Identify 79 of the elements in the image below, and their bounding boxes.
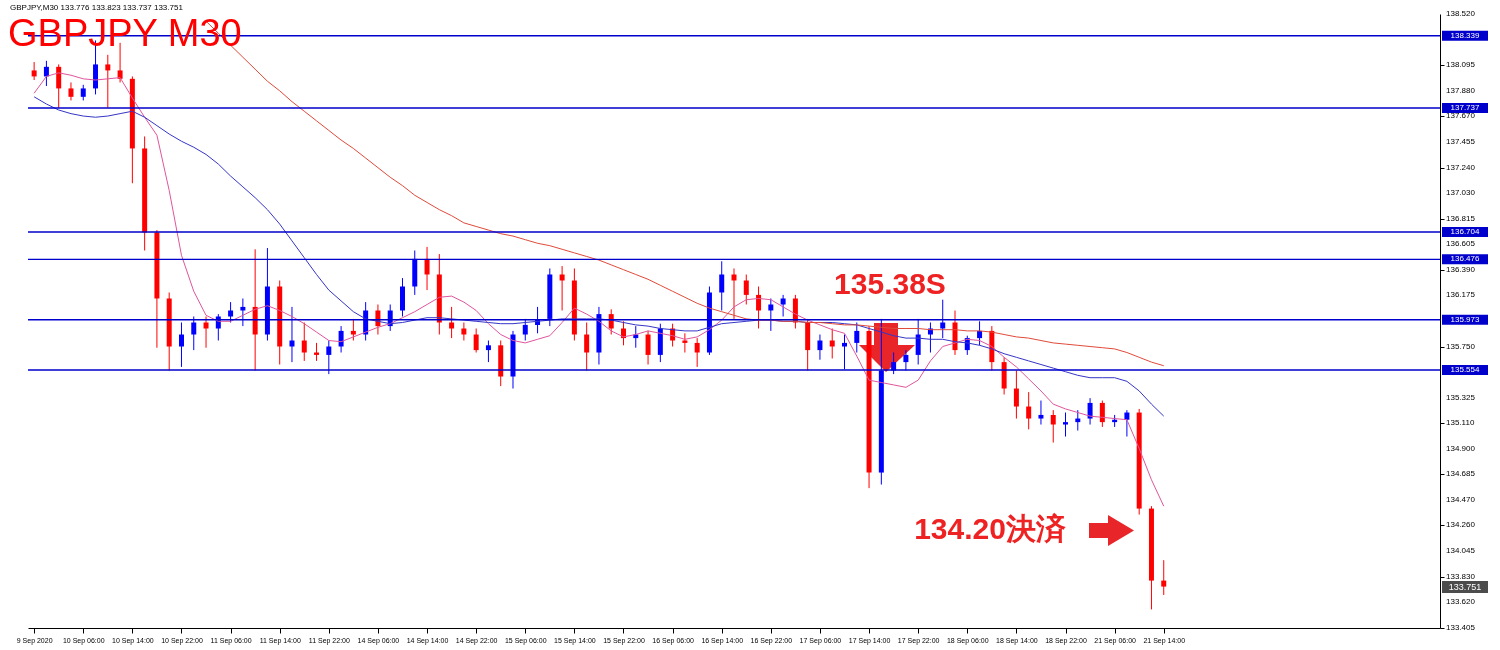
y-tick-label: 134.045 (1446, 546, 1476, 556)
candlestick (829, 328, 835, 360)
candlestick (559, 265, 565, 311)
candlestick (301, 322, 307, 362)
candlestick (350, 318, 356, 342)
annotation: 134.20決済 (914, 512, 1066, 545)
y-tick-label: 134.685 (1446, 469, 1476, 479)
candlestick (522, 318, 528, 342)
candlestick (1087, 397, 1093, 426)
y-tick-label: 136.175 (1446, 290, 1476, 300)
candlestick (1026, 391, 1032, 430)
ref-line-label: 138.339 (1450, 30, 1481, 40)
y-tick-label: 137.670 (1446, 111, 1476, 121)
y-tick-label: 138.095 (1446, 60, 1476, 70)
candlestick (1050, 409, 1056, 444)
y-tick-label: 136.815 (1446, 213, 1476, 223)
ref-line-label: 136.704 (1450, 226, 1481, 236)
y-tick-label: 134.260 (1446, 520, 1476, 530)
candlestick (743, 273, 749, 305)
candlestick (842, 334, 847, 370)
candlestick (1099, 400, 1105, 428)
candlestick (326, 340, 332, 375)
candlestick (338, 325, 344, 354)
ref-line-label: 137.737 (1450, 102, 1481, 112)
y-tick-label: 135.325 (1446, 392, 1476, 402)
candlestick (719, 260, 725, 311)
candlestick (43, 60, 49, 87)
y-tick-label: 134.470 (1446, 495, 1476, 505)
ref-line-label: 136.476 (1450, 254, 1481, 264)
candlestick (68, 81, 74, 101)
candlestick (105, 54, 111, 109)
y-tick-label: 136.390 (1446, 264, 1476, 274)
candlestick (608, 308, 614, 335)
candlestick (228, 301, 234, 323)
ref-line-label: 135.554 (1450, 365, 1481, 375)
candlestick (768, 297, 774, 332)
text: 133.751 (1448, 582, 1482, 592)
y-tick-label: 137.880 (1446, 85, 1476, 95)
candlestick (289, 306, 295, 363)
y-tick-label: 137.240 (1446, 162, 1476, 172)
candlestick (1063, 412, 1069, 438)
y-tick-label: 138.520 (1446, 9, 1476, 18)
candlestick (178, 322, 184, 368)
y-tick-label: 137.455 (1446, 136, 1476, 146)
candlestick (694, 337, 700, 368)
candlestick (780, 294, 786, 317)
y-tick-label: 134.900 (1446, 443, 1476, 453)
candlestick (1038, 400, 1044, 426)
candlestick (584, 322, 590, 372)
candlestick (449, 306, 455, 339)
candlestick (473, 328, 479, 354)
candlestick (645, 330, 651, 366)
candlestick (756, 285, 762, 329)
chart-subtitle: GBPJPY,M30 133.776 133.823 133.737 133.751 (10, 3, 184, 12)
candlestick (203, 316, 209, 349)
candlestick (461, 322, 467, 342)
y-tick-label: 133.405 (1446, 623, 1476, 632)
candlestick (31, 61, 37, 81)
candlestick (940, 299, 946, 339)
candlestick (191, 316, 197, 351)
candlestick (903, 349, 909, 372)
y-tick-label: 135.750 (1446, 341, 1476, 351)
candlestick (731, 267, 737, 320)
y-tick-label: 136.605 (1446, 238, 1476, 248)
candlestick (56, 63, 62, 109)
ref-line-label: 135.973 (1450, 314, 1481, 324)
candlestick (817, 334, 823, 361)
candlestick (1013, 370, 1019, 420)
y-tick-label: 137.030 (1446, 187, 1476, 197)
candlestick (1161, 559, 1167, 596)
candlestick (915, 318, 921, 366)
line-series (33, 96, 1165, 417)
y-tick-label: 135.110 (1446, 418, 1475, 428)
annotation: 135.38S (834, 267, 946, 300)
y-tick-label: 133.830 (1446, 571, 1476, 581)
candlestick (854, 322, 860, 354)
candlestick (424, 246, 430, 291)
y-tick-label: 133.620 (1446, 597, 1476, 607)
candlestick (485, 340, 491, 363)
